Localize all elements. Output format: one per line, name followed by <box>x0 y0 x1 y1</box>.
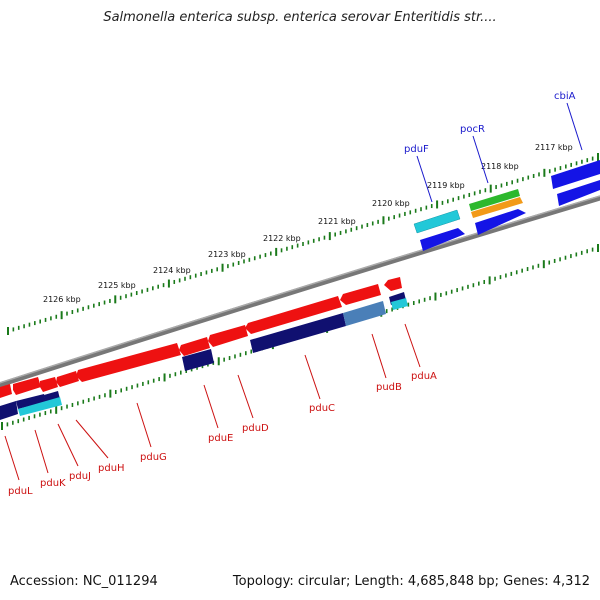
gene-pduF[interactable] <box>413 209 461 234</box>
lower-gene-track <box>0 277 408 420</box>
label-pduC: pduC <box>309 403 335 414</box>
gene-red-1[interactable] <box>0 384 12 398</box>
map-title: Salmonella enterica subsp. enterica sero… <box>103 10 497 25</box>
gene-red-4[interactable] <box>56 371 79 387</box>
upper-gene-track <box>413 160 600 251</box>
gene-pduD-red[interactable] <box>208 325 248 347</box>
gene-pduA-red[interactable] <box>384 277 402 291</box>
gene-cbiA[interactable] <box>551 160 600 189</box>
kbp-label-2126: 2126 kbp <box>43 295 81 304</box>
topology-summary: Topology: circular; Length: 4,685,848 bp… <box>232 574 590 589</box>
gene-blue-1[interactable] <box>420 228 465 251</box>
genome-backbone <box>0 195 600 388</box>
label-pduH: pduH <box>98 463 125 474</box>
label-pduD: pduD <box>242 423 269 434</box>
label-pduF: pduF <box>404 144 429 155</box>
label-pduG: pduG <box>140 452 167 463</box>
kbp-label-2117: 2117 kbp <box>535 143 573 152</box>
label-pduJ: pduJ <box>69 471 91 482</box>
label-pduE: pduE <box>208 433 233 444</box>
kbp-label-2120: 2120 kbp <box>372 199 410 208</box>
gene-navy-2[interactable] <box>16 394 46 409</box>
gene-pocR-orange[interactable] <box>471 197 523 218</box>
gene-pduG-red[interactable] <box>76 343 181 382</box>
gene-pduC-red[interactable] <box>245 296 342 334</box>
gene-red-2[interactable] <box>13 377 41 395</box>
gene-pduK-cyan[interactable] <box>18 397 62 416</box>
gene-pocR-green[interactable] <box>469 189 520 211</box>
kbp-label-2119: 2119 kbp <box>427 181 465 190</box>
kbp-label-2125: 2125 kbp <box>98 281 136 290</box>
kbp-label-2123: 2123 kbp <box>208 250 246 259</box>
gene-blue-3[interactable] <box>557 180 600 206</box>
label-pocR: pocR <box>460 124 485 135</box>
gene-pduL-navy[interactable] <box>0 401 18 420</box>
lower-gene-labels: pduL pduK pduJ pduH pduG pduE pduD pduC … <box>4 323 437 497</box>
label-pduL: pduL <box>8 486 33 497</box>
kbp-scale-labels: 2126 kbp 2125 kbp 2124 kbp 2123 kbp 2122… <box>43 143 573 304</box>
gene-pduE-navy[interactable] <box>182 349 214 371</box>
gene-red-5[interactable] <box>179 337 210 356</box>
upper-tick-track <box>7 153 599 335</box>
kbp-label-2122: 2122 kbp <box>263 234 301 243</box>
gene-pduC-navy[interactable] <box>250 313 346 353</box>
gene-pduA-cyan[interactable] <box>391 298 408 310</box>
gene-pudB-red[interactable] <box>340 284 381 305</box>
kbp-label-2121: 2121 kbp <box>318 217 356 226</box>
kbp-label-2124: 2124 kbp <box>153 266 191 275</box>
label-pudB: pudB <box>376 382 402 393</box>
gene-blue-2[interactable] <box>475 209 526 235</box>
upper-gene-labels: pduF pocR cbiA <box>404 91 583 203</box>
label-pduK: pduK <box>40 478 66 489</box>
kbp-label-2118: 2118 kbp <box>481 162 519 171</box>
label-pduA: pduA <box>411 371 437 382</box>
gene-pudB-steel[interactable] <box>343 301 386 326</box>
gene-red-3[interactable] <box>40 377 58 392</box>
accession-text: Accession: NC_011294 <box>10 574 158 589</box>
label-cbiA: cbiA <box>554 91 576 102</box>
